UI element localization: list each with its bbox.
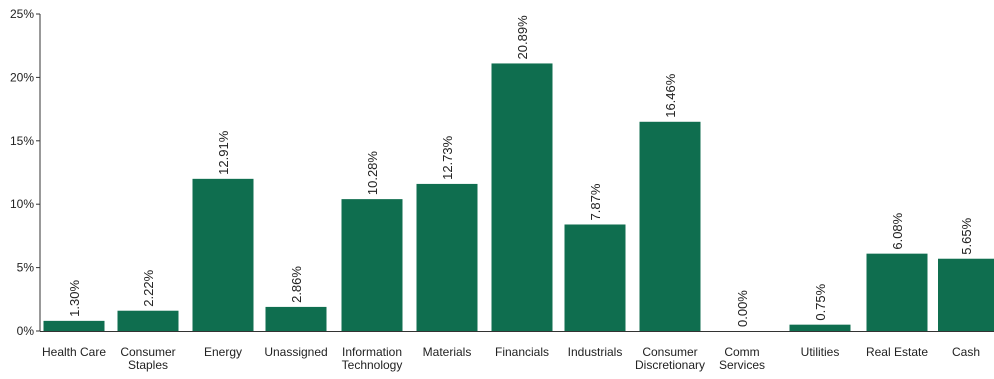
category-label: Cash [952,345,980,359]
category-label: Industrials [568,345,623,359]
category-label: Real Estate [866,345,928,359]
category-label: Consumer [120,345,175,359]
bar [117,310,179,331]
bar [639,121,701,331]
bar [491,63,553,332]
category-label: Technology [342,358,403,372]
category-label: Utilities [801,345,840,359]
bar [938,258,994,331]
category-label: Unassigned [264,345,327,359]
data-label: 1.30% [67,280,82,317]
bar [564,224,626,331]
category-label: Materials [423,345,472,359]
data-label: 0.75% [813,283,828,320]
bar [192,178,254,331]
y-tick-label: 20% [10,70,34,84]
data-label: 7.87% [588,183,603,220]
bar [341,199,403,331]
bar [866,253,928,331]
category-label: Financials [495,345,549,359]
y-tick-label: 5% [17,261,35,275]
y-tick-label: 15% [10,134,34,148]
category-label: Information [342,345,402,359]
data-label: 20.89% [515,15,530,60]
y-tick-label: 0% [17,324,35,338]
data-label: 0.00% [735,290,750,327]
data-label: 10.28% [365,151,380,196]
y-tick-label: 10% [10,197,34,211]
category-label: Staples [128,358,168,372]
category-label: Comm [724,345,759,359]
data-label: 6.08% [890,212,905,249]
category-label: Health Care [42,345,106,359]
data-label: 12.73% [440,135,455,180]
data-label: 2.86% [289,266,304,303]
category-label: Consumer [642,345,697,359]
bar [265,306,327,331]
bar [789,324,851,331]
data-label: 5.65% [959,217,974,254]
category-label: Energy [204,345,242,359]
bar [416,183,478,331]
data-label: 16.46% [663,73,678,118]
bar [43,320,105,331]
category-label: Services [719,358,765,372]
data-label: 12.91% [216,130,231,175]
category-label: Discretionary [635,358,705,372]
y-tick-label: 25% [10,7,34,21]
data-label: 2.22% [141,269,156,306]
